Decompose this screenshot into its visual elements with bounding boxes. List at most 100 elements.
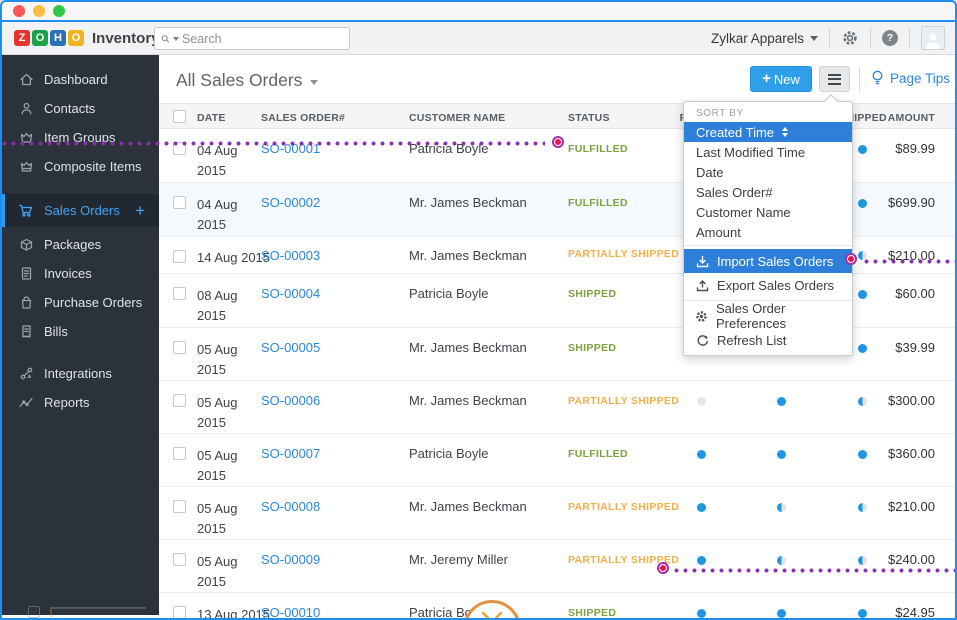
sidebar-item-item-groups[interactable]: Item Groups	[2, 123, 159, 152]
packed-status-dot	[697, 397, 706, 406]
menu-action-import-sales-orders[interactable]: Import Sales Orders	[684, 249, 852, 273]
menu-sort-option[interactable]: Amount	[684, 222, 852, 242]
sales-order-link[interactable]: SO-00009	[261, 552, 321, 567]
maximize-window-icon[interactable]	[53, 5, 65, 17]
sidebar-bottom-partial-item[interactable]	[28, 606, 146, 618]
order-date: 05 Aug 2015	[197, 395, 238, 430]
row-checkbox[interactable]	[173, 287, 186, 300]
sidebar-item-dashboard[interactable]: Dashboard	[2, 65, 159, 94]
table-row[interactable]: 13 Aug 2015 SO-00010 Patricia Boyle SHIPPED…	[159, 593, 955, 620]
divider	[909, 28, 910, 48]
menu-sort-option[interactable]: Sales Order#	[684, 182, 852, 202]
packed-status-dot	[697, 556, 706, 565]
col-header-customer[interactable]: CUSTOMER NAME	[409, 112, 506, 124]
table-row[interactable]: 05 Aug 2015 SO-00008 Mr. James Beckman PART…	[159, 487, 955, 540]
row-checkbox[interactable]	[173, 394, 186, 407]
row-checkbox[interactable]	[173, 553, 186, 566]
sales-order-link[interactable]: SO-00004	[261, 286, 321, 301]
sales-order-link[interactable]: SO-00005	[261, 340, 321, 355]
settings-gear-icon[interactable]	[841, 29, 859, 47]
search-input[interactable]	[182, 31, 343, 46]
chevron-down-icon	[481, 611, 503, 618]
order-date: 05 Aug 2015	[197, 342, 238, 377]
order-date: 14 Aug 2015	[197, 250, 271, 265]
menu-sort-option[interactable]: Last Modified Time	[684, 142, 852, 162]
sales-order-link[interactable]: SO-00008	[261, 499, 321, 514]
order-date: 05 Aug 2015	[197, 501, 238, 536]
row-checkbox[interactable]	[173, 250, 186, 263]
row-checkbox[interactable]	[173, 341, 186, 354]
menu-action-label: Refresh List	[717, 332, 787, 348]
customer-name: Patricia Boyle	[409, 286, 489, 301]
col-header-date[interactable]: DATE	[197, 112, 226, 124]
zoho-logo-letter: O	[68, 30, 84, 46]
divider	[859, 67, 860, 92]
add-sales-order-button[interactable]: +	[135, 201, 145, 220]
sidebar-item-bills[interactable]: Bills	[2, 317, 159, 346]
minimize-window-icon[interactable]	[33, 5, 45, 17]
status-badge: PARTIALLY SHIPPED	[568, 501, 680, 513]
sidebar-item-reports[interactable]: Reports	[2, 388, 159, 417]
import-icon	[695, 255, 709, 268]
menu-option-label: Last Modified Time	[696, 144, 806, 160]
person-silhouette-icon	[926, 33, 940, 49]
sales-order-link[interactable]: SO-00010	[261, 605, 321, 620]
menu-sort-option[interactable]: Customer Name	[684, 202, 852, 222]
table-row[interactable]: 14 Aug 2015 SO-00003 Mr. James Beckman PART…	[159, 237, 955, 274]
table-row[interactable]: 08 Aug 2015 SO-00004 Patricia Boyle SHIPPED…	[159, 274, 955, 328]
col-header-sales-order[interactable]: SALES ORDER#	[261, 112, 346, 124]
packed-status-dot	[697, 450, 706, 459]
main-header: All Sales Orders + New	[159, 55, 955, 103]
status-badge: FULFILLED	[568, 197, 628, 209]
view-selector[interactable]: All Sales Orders	[176, 70, 319, 91]
select-all-checkbox[interactable]	[173, 110, 186, 123]
menu-sort-option[interactable]: Date	[684, 162, 852, 182]
sidebar-item-contacts[interactable]: Contacts	[2, 94, 159, 123]
sales-order-link[interactable]: SO-00006	[261, 393, 321, 408]
global-search[interactable]	[154, 27, 350, 50]
user-avatar[interactable]	[921, 26, 945, 50]
sales-order-link[interactable]: SO-00001	[261, 141, 321, 156]
list-menu-button[interactable]	[819, 66, 850, 92]
help-icon[interactable]: ?	[882, 30, 898, 46]
close-window-icon[interactable]	[13, 5, 25, 17]
sidebar-item-packages[interactable]: Packages	[2, 230, 159, 259]
sidebar-item-sales-orders[interactable]: Sales Orders +	[2, 194, 159, 227]
search-scope-caret-icon[interactable]	[173, 36, 179, 41]
table-row[interactable]: 05 Aug 2015 SO-00006 Mr. James Beckman PART…	[159, 381, 955, 434]
row-checkbox[interactable]	[173, 142, 186, 155]
shipped-status-dot	[858, 344, 867, 353]
sales-orders-table: 04 Aug 2015 SO-00001 Patricia Boyle FULFILL…	[159, 129, 955, 620]
item-groups-icon	[18, 130, 34, 145]
col-header-status[interactable]: STATUS	[568, 112, 610, 124]
new-button[interactable]: + New	[750, 66, 812, 92]
row-checkbox[interactable]	[173, 500, 186, 513]
org-switcher[interactable]: Zylkar Apparels	[711, 31, 818, 46]
col-header-amount[interactable]: AMOUNT	[887, 112, 935, 124]
sidebar-item-label: Integrations	[44, 366, 112, 381]
order-amount: $240.00	[888, 552, 935, 567]
row-checkbox[interactable]	[173, 447, 186, 460]
partial-icon	[28, 606, 40, 618]
menu-action-export-sales-orders[interactable]: Export Sales Orders	[684, 273, 852, 297]
sales-order-link[interactable]: SO-00003	[261, 248, 321, 263]
sidebar-item-composite-items[interactable]: Composite Items	[2, 152, 159, 181]
menu-action-refresh-list[interactable]: Refresh List	[684, 328, 852, 352]
table-row[interactable]: 05 Aug 2015 SO-00007 Patricia Boyle FULFILL…	[159, 434, 955, 487]
menu-action-sales-order-preferences[interactable]: Sales Order Preferences	[684, 301, 852, 331]
customer-name: Mr. James Beckman	[409, 248, 527, 263]
packed-status-dot	[697, 609, 706, 618]
page-tips-button[interactable]: Page Tips	[871, 70, 950, 86]
sort-direction-icon	[782, 127, 789, 137]
sales-order-link[interactable]: SO-00002	[261, 195, 321, 210]
customer-name: Mr. Jeremy Miller	[409, 552, 508, 567]
row-checkbox[interactable]	[173, 606, 186, 618]
sidebar-item-purchase-orders[interactable]: Purchase Orders	[2, 288, 159, 317]
table-row[interactable]: 05 Aug 2015 SO-00009 Mr. Jeremy Miller PART…	[159, 540, 955, 593]
row-checkbox[interactable]	[173, 196, 186, 209]
sidebar-item-integrations[interactable]: Integrations	[2, 359, 159, 388]
sales-order-link[interactable]: SO-00007	[261, 446, 321, 461]
menu-sort-option[interactable]: Created Time	[684, 122, 852, 142]
sidebar-item-invoices[interactable]: Invoices	[2, 259, 159, 288]
